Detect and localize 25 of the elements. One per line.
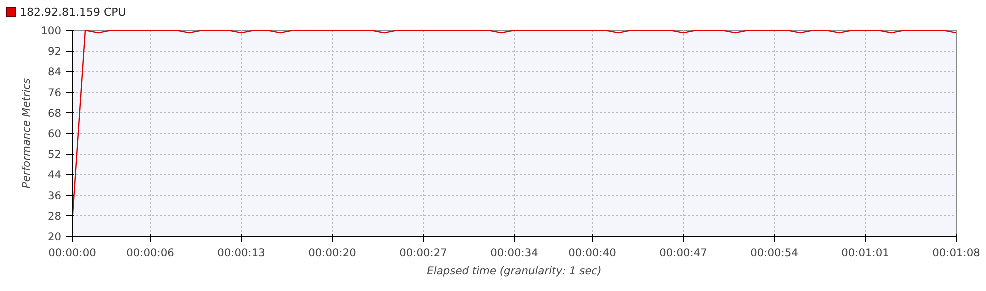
y-tick-label: 20 (48, 230, 62, 244)
x-tick-label: 00:00:34 (490, 246, 539, 260)
x-tick-label: 00:01:08 (932, 246, 981, 260)
x-tick-label: 00:00:00 (48, 246, 97, 260)
y-tick-label: 92 (48, 45, 62, 58)
x-tick-label: 00:00:40 (568, 246, 617, 260)
y-tick-label: 68 (48, 106, 62, 120)
y-tick-label: 52 (48, 148, 62, 162)
y-tick-label: 76 (48, 86, 62, 100)
x-axis-title: Elapsed time (granularity: 1 sec) (427, 264, 602, 278)
y-tick-label: 100 (41, 24, 62, 38)
y-tick-label: 84 (48, 66, 62, 79)
x-tick-label: 00:00:13 (218, 246, 266, 260)
x-tick-label: 00:00:47 (660, 246, 708, 260)
x-tick-label: 00:01:01 (842, 246, 890, 260)
y-tick-label: 36 (48, 189, 62, 202)
legend-label: 182.92.81.159 CPU (20, 6, 126, 19)
x-tick-label: 00:00:54 (750, 246, 799, 260)
y-axis-title: Performance Metrics (20, 78, 34, 189)
x-tick-label: 00:00:27 (400, 246, 448, 260)
x-tick-label: 00:00:20 (308, 246, 357, 260)
y-tick-label: 44 (48, 168, 62, 182)
x-tick-label: 00:00:06 (126, 246, 175, 260)
y-tick-label: 28 (48, 210, 62, 223)
y-tick-label: 60 (48, 128, 62, 140)
